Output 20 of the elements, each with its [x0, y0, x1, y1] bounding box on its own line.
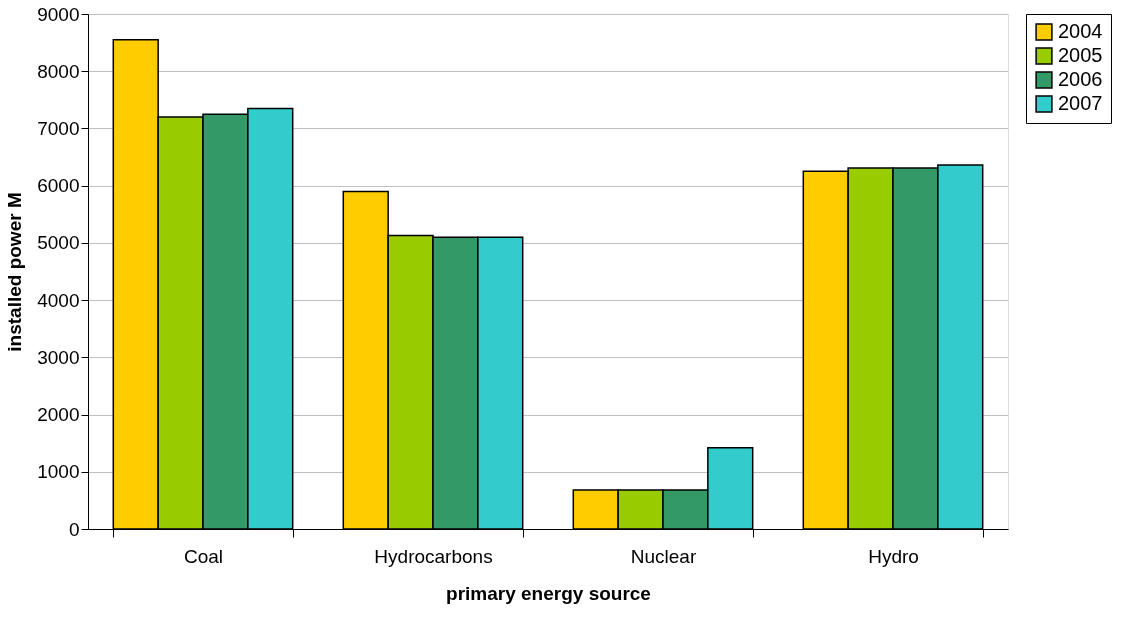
legend-label: 2006 — [1058, 68, 1103, 90]
x-tick-label: Coal — [183, 545, 224, 567]
y-tick-label: 8000 — [37, 60, 80, 82]
y-tick-label: 0 — [68, 518, 80, 540]
y-tick-label: 6000 — [37, 175, 80, 197]
legend-label: 2004 — [1058, 20, 1103, 42]
y-tick-label: 2000 — [37, 404, 80, 426]
x-tick-label: Nuclear — [630, 545, 697, 567]
x-tick-label: Hydrocarbons — [374, 545, 493, 567]
y-tick-label: 1000 — [37, 461, 80, 483]
y-tick-label: 3000 — [37, 346, 80, 368]
legend-label: 2007 — [1058, 92, 1103, 114]
y-axis-title: installed power M — [4, 192, 26, 352]
x-axis-title: primary energy source — [446, 582, 651, 604]
x-tick-label: Hydro — [868, 545, 919, 567]
y-tick-label: 9000 — [37, 3, 80, 25]
y-tick-label: 4000 — [37, 289, 80, 311]
y-tick-label: 5000 — [37, 232, 80, 254]
legend-label: 2005 — [1058, 44, 1103, 66]
y-tick-label: 7000 — [37, 117, 80, 139]
